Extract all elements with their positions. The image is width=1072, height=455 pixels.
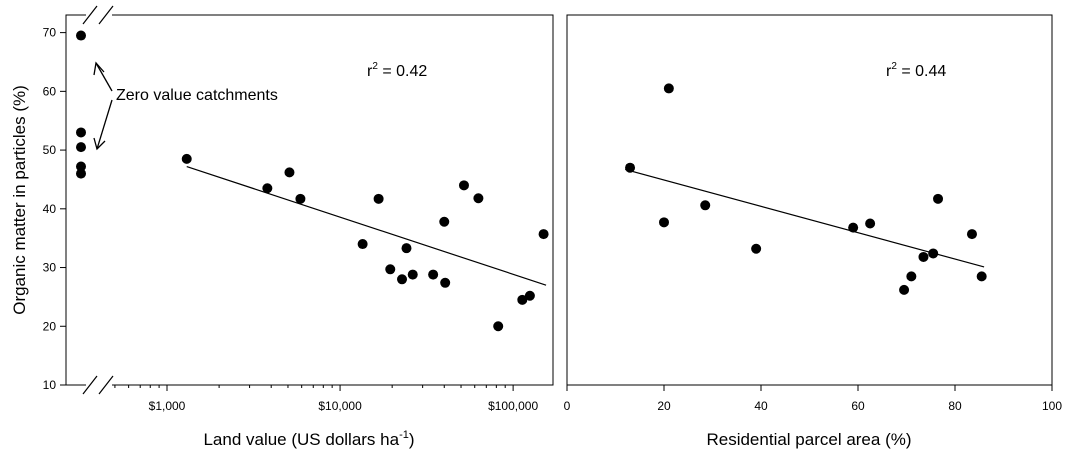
panel-left-frame [65, 14, 554, 386]
axis-break-gap-top [86, 12, 112, 18]
x-axis-title-left: Land value (US dollars ha-1) [203, 429, 414, 449]
x-tick-label: 0 [564, 399, 571, 413]
data-point [473, 193, 484, 204]
zero-value-point [76, 30, 86, 41]
x-tick-label: $100,000 [488, 399, 538, 413]
y-tick-label: 10 [43, 378, 57, 392]
panel-right-frame [566, 14, 1053, 386]
data-point [906, 271, 917, 282]
data-point [848, 222, 859, 233]
x-axis-title-right: Residential parcel area (%) [706, 430, 911, 449]
data-point [928, 248, 939, 259]
y-tick-label: 30 [43, 261, 57, 275]
zero-value-arrows [93, 61, 113, 151]
data-point [918, 251, 929, 262]
data-point [262, 183, 273, 194]
axis-break-gap-bottom [86, 382, 112, 388]
y-tick-label: 50 [43, 143, 57, 157]
data-point [966, 229, 977, 240]
zero-value-point [76, 161, 86, 172]
data-point [428, 269, 439, 280]
y-tick-label: 40 [43, 202, 57, 216]
data-point [524, 290, 535, 301]
data-point [659, 217, 669, 228]
data-point [493, 321, 504, 332]
r2-annotation-left: r2 = 0.42 [367, 61, 427, 80]
data-point [538, 229, 549, 240]
data-point [933, 193, 944, 204]
data-point [663, 83, 674, 94]
data-point [357, 239, 368, 250]
panel-land-value: 10 20 30 40 50 60 70 $1,000 $10,000 $100,000 Zer… [10, 5, 554, 449]
data-point [373, 193, 384, 204]
x-tick-label: 80 [948, 399, 962, 413]
y-axis-title: Organic matter in particles (%) [10, 85, 29, 315]
x-tick-label: 100 [1042, 399, 1062, 413]
data-point [865, 218, 876, 229]
x-tick-label: 60 [851, 399, 865, 413]
zero-value-point [76, 127, 86, 138]
data-point [385, 264, 396, 275]
data-point [397, 274, 408, 285]
data-point [440, 277, 451, 288]
data-point [295, 193, 306, 204]
y-tick-label: 70 [43, 26, 57, 40]
data-point [751, 243, 762, 254]
x-tick-label: 40 [754, 399, 768, 413]
x-tick-label: 20 [657, 399, 671, 413]
x-tick-label: $1,000 [149, 399, 186, 413]
data-point [407, 269, 418, 280]
r2-annotation-right: r2 = 0.44 [886, 61, 946, 80]
data-point [625, 162, 636, 173]
data-point [401, 243, 412, 254]
data-point [899, 284, 910, 295]
data-point [181, 153, 192, 164]
data-point [976, 271, 987, 282]
data-point [439, 216, 450, 227]
data-point [517, 294, 528, 305]
panel-residential-area: 0 20 40 60 80 100 r2 = 0.44 Residential parce… [564, 14, 1062, 449]
y-tick-label: 60 [43, 84, 57, 98]
zero-value-point [76, 168, 86, 179]
x-tick-label: $10,000 [318, 399, 362, 413]
axis-break-marks [82, 5, 114, 395]
fit-line-right [625, 168, 985, 268]
data-point [700, 200, 711, 211]
data-point [284, 167, 295, 178]
zero-value-label: Zero value catchments [116, 87, 278, 104]
data-point [458, 180, 469, 191]
y-tick-label: 20 [43, 319, 57, 333]
fit-line-left [186, 165, 547, 286]
zero-value-point [76, 142, 86, 153]
